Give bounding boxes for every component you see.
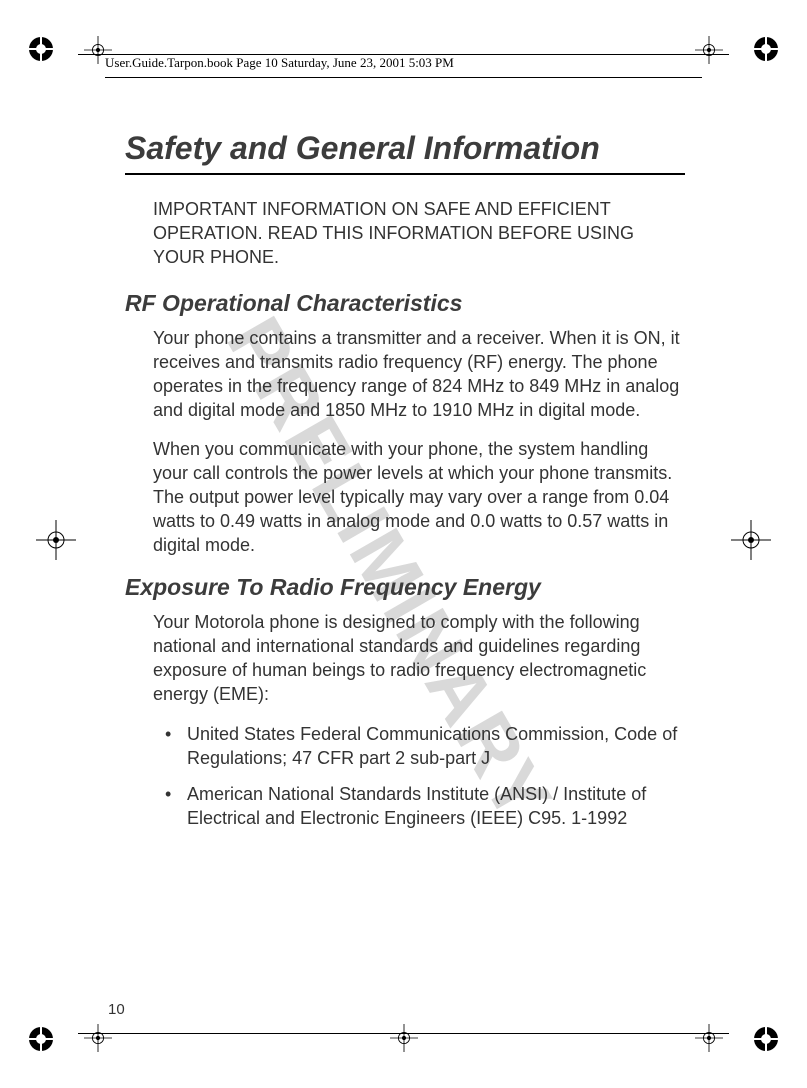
cross-mark-icon [390,1024,418,1052]
intro-paragraph: IMPORTANT INFORMATION ON SAFE AND EFFICI… [153,197,685,270]
title-rule [125,173,685,175]
reg-mark-icon [28,36,54,62]
running-head: User.Guide.Tarpon.book Page 10 Saturday,… [105,52,702,78]
paragraph: When you communicate with your phone, th… [153,438,685,558]
reg-mark-icon [753,1026,779,1052]
cross-mark-icon [695,1024,723,1052]
page-content: Safety and General Information IMPORTANT… [125,130,685,843]
section-heading-rf: RF Operational Characteristics [125,290,685,317]
bullet-list: United States Federal Communications Com… [153,723,685,831]
section-heading-exposure: Exposure To Radio Frequency Energy [125,574,685,601]
paragraph: Your Motorola phone is designed to compl… [153,611,685,707]
reg-mark-icon [28,1026,54,1052]
cross-mark-icon [84,1024,112,1052]
paragraph: Your phone contains a transmitter and a … [153,327,685,423]
body-block: IMPORTANT INFORMATION ON SAFE AND EFFICI… [125,197,685,831]
cross-mark-icon [36,520,76,560]
crop-rule [78,1033,729,1034]
page-number: 10 [108,1001,125,1018]
list-item: American National Standards Institute (A… [153,783,685,831]
reg-mark-icon [753,36,779,62]
page-title: Safety and General Information [125,130,685,167]
cross-mark-icon [731,520,771,560]
list-item: United States Federal Communications Com… [153,723,685,771]
